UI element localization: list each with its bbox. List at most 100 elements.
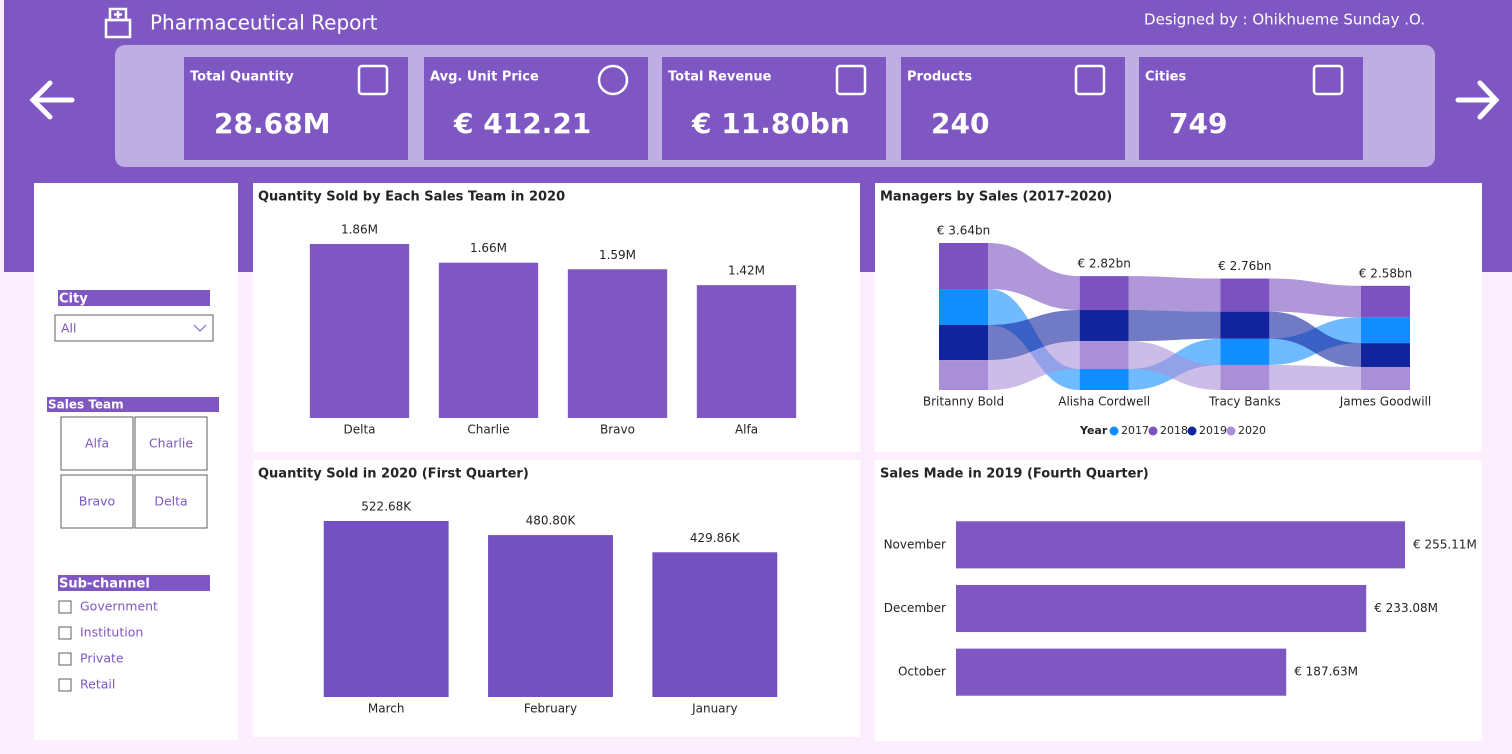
ribbon-segment <box>1361 366 1410 390</box>
city-selected: All <box>61 321 77 336</box>
category-label: James Goodwill <box>1339 395 1431 409</box>
back-arrow[interactable] <box>29 80 75 120</box>
kpi-value: 240 <box>931 107 989 140</box>
subchannel-option: Government <box>80 599 158 614</box>
bar <box>956 648 1287 696</box>
legend-title: Year <box>1079 424 1108 437</box>
checkbox[interactable] <box>58 626 72 640</box>
team-button[interactable] <box>134 416 208 471</box>
dropdown-caret <box>193 324 207 332</box>
category-label: February <box>524 702 577 716</box>
team-button[interactable] <box>60 416 134 471</box>
chart-title: Quantity Sold by Each Sales Team in 2020 <box>258 190 565 205</box>
kpi-card <box>1139 57 1363 160</box>
city-label: City <box>59 292 88 307</box>
ribbon-segment <box>1079 276 1129 311</box>
data-label: 480.80K <box>526 514 577 528</box>
legend-label: 2018 <box>1160 424 1188 437</box>
ribbon-segment <box>939 289 988 325</box>
data-label: € 187.63M <box>1294 665 1358 679</box>
data-label: € 233.08M <box>1374 601 1438 615</box>
legend-label: 2020 <box>1238 424 1266 437</box>
report-icon <box>104 7 132 39</box>
team-button[interactable] <box>60 474 134 529</box>
category-label: Tracy Banks <box>1208 395 1281 409</box>
team-header <box>47 397 219 412</box>
data-label: 522.68K <box>361 500 412 514</box>
bar <box>438 262 539 418</box>
kpi-label: Products <box>907 70 972 85</box>
chart-title: Quantity Sold in 2020 (First Quarter) <box>258 467 529 482</box>
checkbox[interactable] <box>58 652 72 666</box>
ribbon <box>1269 278 1361 318</box>
total-label: € 2.82bn <box>1077 257 1130 271</box>
kpi-icon <box>1074 64 1106 96</box>
chart-title: Managers by Sales (2017-2020) <box>880 190 1112 205</box>
kpi-label: Avg. Unit Price <box>430 70 539 85</box>
legend-swatch <box>1148 426 1158 436</box>
legend-swatch <box>1226 426 1236 436</box>
bar <box>323 521 449 697</box>
city-dropdown[interactable] <box>54 314 214 342</box>
bar <box>956 584 1367 633</box>
ribbon <box>988 310 1080 361</box>
category-label: Alfa <box>735 423 758 437</box>
total-label: € 2.58bn <box>1359 266 1412 280</box>
team-option: Bravo <box>79 494 115 509</box>
report-title: Pharmaceutical Report <box>150 11 378 35</box>
ribbon-segment <box>1079 341 1129 369</box>
kpi-value: 28.68M <box>214 107 330 140</box>
bar <box>567 269 668 418</box>
checkbox[interactable] <box>58 678 72 692</box>
data-label: 429.86K <box>690 531 741 545</box>
data-label: 1.86M <box>341 223 378 237</box>
kpi-card <box>184 57 408 160</box>
chart-title: Sales Made in 2019 (Fourth Quarter) <box>880 467 1149 482</box>
ribbon-segment <box>1079 310 1129 342</box>
legend-label: 2017 <box>1121 424 1149 437</box>
credit: Designed by : Ohikhueme Sunday .O. <box>1144 11 1425 29</box>
ribbon <box>1269 364 1361 390</box>
kpi-card <box>901 57 1125 160</box>
category-label: January <box>691 702 738 716</box>
city-header <box>58 290 210 306</box>
category-label: Bravo <box>600 423 635 437</box>
ribbon-segment <box>939 360 988 390</box>
kpi-value: € 412.21 <box>453 107 591 140</box>
next-arrow[interactable] <box>1455 80 1500 120</box>
legend-label: 2019 <box>1199 424 1227 437</box>
ribbon-segment <box>1220 338 1270 365</box>
subchannel-option: Private <box>80 651 124 666</box>
category-label: March <box>368 702 405 716</box>
ribbon <box>988 243 1080 311</box>
kpi-value: € 11.80bn <box>691 107 850 140</box>
bar <box>696 285 797 418</box>
kpi-value: 749 <box>1169 107 1227 140</box>
checkbox[interactable] <box>58 600 72 614</box>
kpi-icon <box>597 64 629 96</box>
kpi-label: Total Revenue <box>668 70 772 85</box>
ribbon-segment <box>939 243 988 290</box>
team-option: Charlie <box>149 436 193 451</box>
ribbon-segment <box>1079 369 1129 390</box>
team-option: Alfa <box>85 436 109 451</box>
ribbon <box>988 341 1080 390</box>
ribbon-segment <box>1361 343 1410 367</box>
total-label: € 2.76bn <box>1218 259 1271 273</box>
bar <box>488 535 613 697</box>
category-label: Charlie <box>467 423 509 437</box>
kpi-label: Total Quantity <box>190 70 294 85</box>
legend-swatch <box>1187 426 1197 436</box>
category-label: November <box>884 537 946 551</box>
total-label: € 3.64bn <box>937 224 990 238</box>
subchannel-header <box>58 575 210 591</box>
team-button[interactable] <box>134 474 208 529</box>
ribbon <box>1128 276 1221 312</box>
team-option: Delta <box>154 494 187 509</box>
data-label: € 255.11M <box>1413 537 1477 551</box>
kpi-card <box>662 57 886 160</box>
kpi-card <box>424 57 648 160</box>
ribbon-segment <box>1220 364 1270 390</box>
data-label: 1.66M <box>470 241 507 255</box>
